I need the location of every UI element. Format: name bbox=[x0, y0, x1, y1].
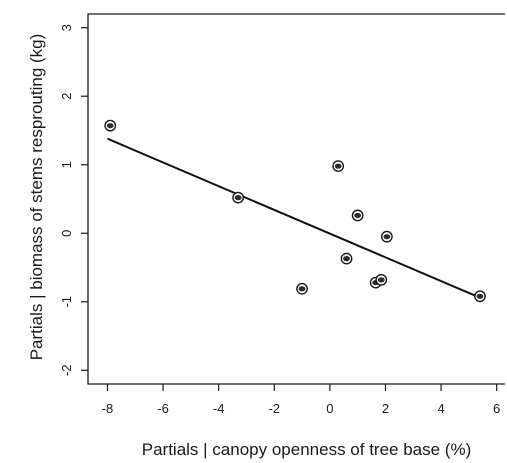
y-tick-label: 3 bbox=[59, 24, 74, 31]
data-point-core bbox=[298, 286, 306, 292]
x-tick-label: -2 bbox=[268, 401, 280, 416]
x-axis-title: Partials | canopy openness of tree base … bbox=[142, 440, 471, 459]
data-point bbox=[474, 290, 486, 303]
data-point bbox=[351, 209, 364, 222]
data-points bbox=[104, 119, 486, 303]
data-point bbox=[232, 191, 245, 204]
regression-line-group bbox=[107, 137, 481, 299]
x-tick-label: 6 bbox=[493, 401, 500, 416]
y-tick-label: 1 bbox=[59, 161, 74, 168]
data-point bbox=[104, 119, 117, 132]
y-tick-label: -2 bbox=[59, 365, 74, 377]
x-tick-label: -4 bbox=[213, 401, 225, 416]
data-point-core bbox=[106, 123, 114, 129]
x-tick-label: -8 bbox=[102, 401, 114, 416]
y-axis-ticks: -2 -1 0 1 2 3 bbox=[59, 24, 88, 376]
y-axis-title: Partials | biomass of stems resprouting … bbox=[27, 34, 46, 361]
data-point-core bbox=[377, 277, 385, 283]
y-tick-label: 2 bbox=[59, 93, 74, 100]
axes bbox=[87, 13, 505, 385]
data-point-core bbox=[343, 256, 350, 262]
data-point-core bbox=[354, 212, 362, 219]
data-point-core bbox=[383, 234, 391, 240]
x-tick-label: 2 bbox=[382, 401, 389, 416]
data-point bbox=[340, 252, 353, 265]
data-point-core bbox=[334, 163, 342, 169]
data-point bbox=[296, 282, 308, 295]
data-point bbox=[380, 230, 393, 243]
data-point bbox=[375, 273, 388, 286]
y-tick-label: -1 bbox=[59, 296, 74, 308]
data-point bbox=[332, 160, 345, 173]
y-tick-label: 0 bbox=[59, 230, 74, 237]
x-tick-label: -6 bbox=[157, 401, 169, 416]
plot-frame bbox=[87, 13, 505, 385]
data-point-core bbox=[476, 293, 484, 299]
regression-line bbox=[107, 137, 481, 299]
x-tick-label: 0 bbox=[326, 401, 333, 416]
x-axis-ticks: -8 -6 -4 -2 0 2 4 6 bbox=[102, 384, 500, 416]
x-tick-label: 4 bbox=[437, 401, 444, 416]
data-point-core bbox=[234, 195, 242, 201]
